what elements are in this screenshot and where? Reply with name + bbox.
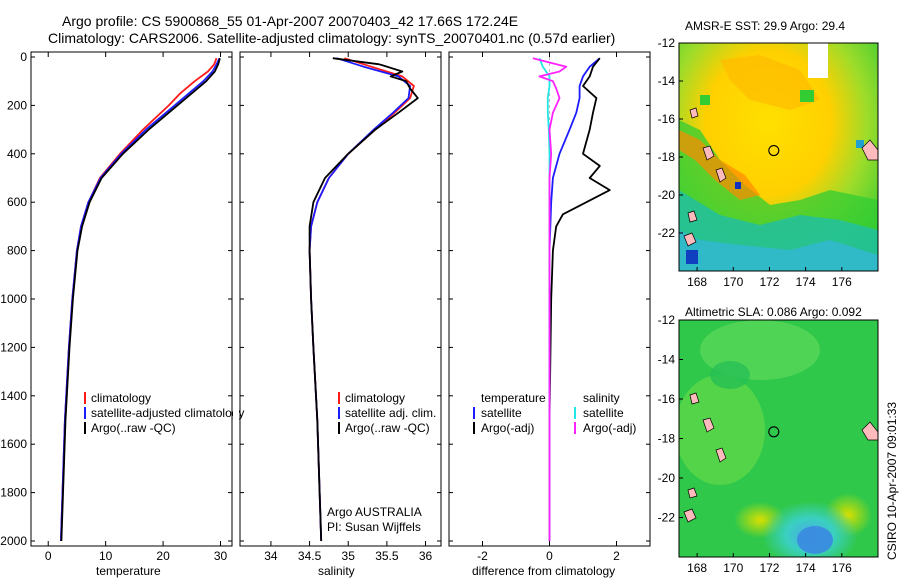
difference-xlabel: difference from climatology	[472, 564, 615, 578]
temperature-xlabel: temperature	[96, 564, 161, 578]
depth-tick-label: 0	[20, 50, 27, 64]
map-y-tick-label: -14	[658, 353, 676, 367]
salinity-legend: climatology satellite adj. clim. Argo(..…	[338, 391, 436, 435]
map-y-tick-label: -20	[658, 188, 676, 202]
credit-label: CSIRO 10-Apr-2007 09:01:33	[885, 402, 899, 560]
x-tick-label: 34	[264, 549, 278, 563]
depth-tick-label: 400	[7, 147, 27, 161]
temperature-series	[60, 57, 221, 542]
series-climatology	[60, 57, 218, 542]
legend-satellite-adj: satellite adj. clim.	[345, 406, 436, 420]
figure-title-line2: Climatology: CARS2006. Satellite-adjuste…	[48, 30, 615, 46]
legend-sal-argo: Argo(-adj)	[583, 421, 636, 435]
legend-salinity-header: salinity	[583, 391, 620, 405]
x-tick-label: 0	[45, 549, 52, 563]
sla-map-axes: 168 170 172 174 176 -12 -14 -16 -18 -20 -22	[658, 313, 852, 575]
x-tick-label: 2	[613, 549, 620, 563]
map-y-tick-label: -22	[658, 226, 676, 240]
depth-tick-label: 800	[7, 244, 27, 258]
legend-temp-argo: Argo(-adj)	[481, 421, 534, 435]
map-x-tick-label: 168	[687, 275, 707, 289]
legend-argo: Argo(..raw -QC)	[345, 421, 430, 435]
depth-axis: 0 200 400 600 800 1000 1200 1400 1600 1800 2000	[0, 50, 650, 548]
x-tick-label: 35.5	[375, 549, 399, 563]
salinity-panel-frame	[239, 51, 442, 547]
sst-map-field	[679, 43, 878, 271]
legend-gutter	[233, 380, 239, 440]
map-y-tick-label: -16	[658, 392, 676, 406]
argo-program-label: Argo AUSTRALIA	[327, 505, 422, 519]
map-y-tick-label: -14	[658, 74, 676, 88]
depth-tick-label: 1800	[0, 486, 27, 500]
map-x-tick-label: 172	[759, 275, 779, 289]
map-x-tick-label: 176	[832, 275, 852, 289]
depth-tick-label: 1400	[0, 389, 27, 403]
legend-temp-satellite: satellite	[481, 406, 522, 420]
series-satellite-adj-clim-	[308, 57, 412, 542]
temperature-panel-frame	[30, 51, 233, 547]
x-tick-label: 0	[546, 549, 553, 563]
temperature-legend: climatology satellite-adjusted climatolo…	[84, 391, 244, 435]
sla-map-field	[679, 320, 878, 557]
pi-label: PI: Susan Wijffels	[327, 520, 421, 534]
depth-tick-label: 1000	[0, 292, 27, 306]
map-y-tick-label: -16	[658, 112, 676, 126]
depth-tick-label: 1200	[0, 340, 27, 354]
map-y-tick-label: -20	[658, 471, 676, 485]
map-x-tick-label: 176	[832, 561, 852, 575]
argo-float-marker-sst	[768, 144, 780, 157]
series-salinity-argo-adj-	[532, 57, 568, 541]
x-tick-label: 30	[214, 549, 228, 563]
depth-tick-label: 2000	[0, 534, 27, 548]
x-tick-label: 36	[419, 549, 433, 563]
sst-map-axes: 168 170 172 174 176 -12 -14 -16 -18 -20 -22	[658, 36, 852, 289]
map-y-tick-label: -18	[658, 432, 676, 446]
legend-climatology: climatology	[345, 391, 405, 405]
map-y-tick-label: -22	[658, 511, 676, 525]
temperature-x-axis: 0 10 20 30	[45, 52, 228, 563]
map-x-tick-label: 172	[759, 561, 779, 575]
salinity-xlabel: salinity	[318, 564, 355, 578]
salinity-series	[308, 57, 419, 542]
x-tick-label: 20	[156, 549, 170, 563]
figure-title-line1: Argo profile: CS 5900868_55 01-Apr-2007 …	[62, 13, 518, 29]
x-tick-label: 34.5	[298, 549, 322, 563]
series-temperature-satellite	[548, 57, 601, 541]
x-tick-label: 35	[342, 549, 356, 563]
map-y-tick-label: -18	[658, 150, 676, 164]
argo-float-marker-sla	[768, 426, 780, 438]
series-argo-raw-qc-	[308, 57, 419, 542]
salinity-x-axis: 34 34.5 35 35.5 36	[264, 52, 433, 563]
series-satellite-adjusted-climatology	[60, 57, 221, 542]
sst-map-title: AMSR-E SST: 29.9 Argo: 29.4	[685, 19, 845, 33]
series-argo-raw-qc-	[60, 57, 221, 542]
x-tick-label: -2	[477, 549, 488, 563]
map-x-tick-label: 174	[796, 561, 816, 575]
legend-temperature-header: temperature	[481, 391, 546, 405]
difference-series	[532, 57, 611, 541]
series-climatology	[308, 57, 415, 542]
map-y-tick-label: -12	[658, 313, 676, 327]
series-salinity-satellite	[538, 57, 551, 541]
map-x-tick-label: 170	[723, 275, 743, 289]
map-x-tick-label: 168	[687, 561, 707, 575]
map-x-tick-label: 170	[723, 561, 743, 575]
sla-map-title: Altimetric SLA: 0.086 Argo: 0.092	[685, 305, 862, 319]
map-y-tick-label: -12	[658, 36, 676, 50]
depth-tick-label: 600	[7, 195, 27, 209]
legend-satellite-adjusted: satellite-adjusted climatology	[91, 406, 244, 420]
map-x-tick-label: 174	[796, 275, 816, 289]
legend-sal-satellite: satellite	[583, 406, 624, 420]
legend-climatology: climatology	[91, 391, 151, 405]
difference-legend: temperature salinity satellite Argo(-adj…	[473, 391, 636, 435]
x-tick-label: 10	[99, 549, 113, 563]
depth-tick-label: 1600	[0, 437, 27, 451]
legend-argo: Argo(..raw -QC)	[91, 421, 176, 435]
depth-tick-label: 200	[7, 98, 27, 112]
series-temperature-argo-adj-	[548, 57, 611, 541]
difference-x-axis: -2 0 2	[477, 52, 620, 563]
